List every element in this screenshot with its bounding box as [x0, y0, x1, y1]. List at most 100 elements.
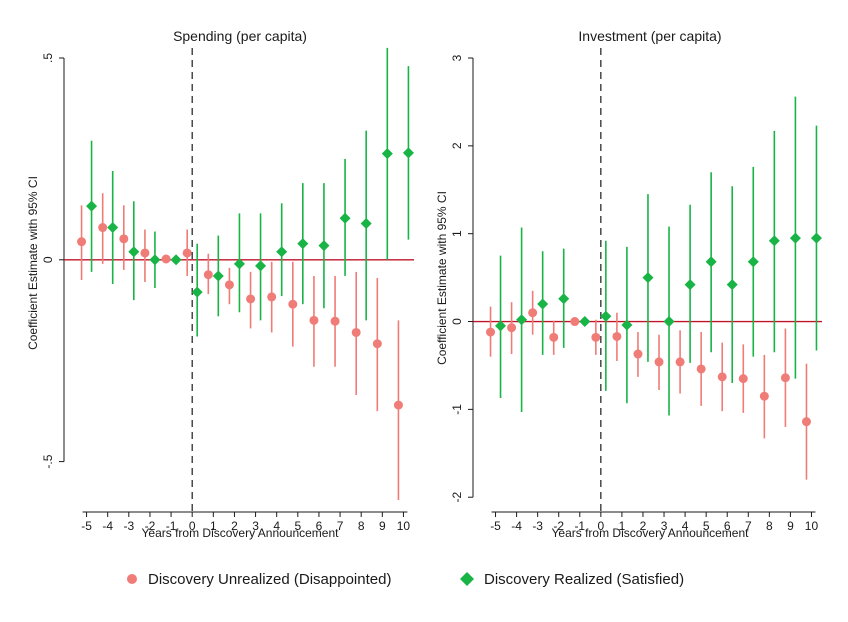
investment-realized-point: [747, 256, 759, 268]
investment-x-tick-label: -1: [574, 519, 585, 533]
spending-x-axis-label: Years from Discovery Announcement: [142, 526, 340, 540]
spending-unrealized-point: [98, 223, 108, 233]
spending-x-tick-label: -5: [81, 519, 92, 533]
investment-realized-point: [705, 256, 717, 268]
investment-y-tick-label: -2: [450, 492, 464, 503]
legend-realized-label: Discovery Realized (Satisfied): [484, 571, 684, 588]
spending-realized-point: [402, 147, 414, 159]
investment-unrealized-point: [507, 323, 517, 333]
spending-x-tick-label: -4: [102, 519, 113, 533]
investment-unrealized-point: [675, 357, 685, 367]
spending-realized-point: [128, 246, 140, 258]
spending-y-tick-label: -.5: [41, 454, 55, 468]
spending-x-tick-label: 0: [189, 519, 196, 533]
spending-y-tick-label: .5: [41, 53, 55, 63]
investment-x-tick-label: 0: [598, 519, 605, 533]
investment-x-tick-label: -3: [532, 519, 543, 533]
investment-y-tick-label: 2: [450, 142, 464, 149]
investment-realized-point: [810, 232, 822, 244]
spending-realized-point: [191, 286, 203, 298]
spending-plot-area: -.50.5-5 -4 -3 -2 -1 0 1 2 3 4 5 6 7 8 9 10: [41, 47, 414, 533]
investment-unrealized-point: [633, 349, 643, 359]
legend-unrealized-label: Discovery Unrealized (Disappointed): [148, 571, 391, 588]
investment-unrealized-point: [738, 374, 748, 384]
investment-unrealized-point: [612, 331, 622, 341]
investment-unrealized-point: [696, 364, 706, 374]
investment-unrealized-point: [717, 372, 727, 382]
investment-x-tick-label: 5: [703, 519, 710, 533]
investment-x-tick-label: 3: [661, 519, 668, 533]
spending-unrealized-point: [372, 339, 382, 349]
spending-x-tick-label: -1: [166, 519, 177, 533]
spending-unrealized-point: [224, 280, 234, 290]
spending-realized-point: [86, 200, 98, 212]
investment-x-tick-label: -2: [553, 519, 564, 533]
spending-x-tick-label: 8: [358, 519, 365, 533]
spending-realized-point: [233, 258, 245, 270]
investment-title: Investment (per capita): [578, 28, 721, 44]
investment-x-tick-label: -5: [490, 519, 501, 533]
investment-panel: Investment (per capita) Coefficient Esti…: [435, 28, 822, 540]
investment-realized-point: [516, 314, 528, 326]
investment-unrealized-point: [570, 317, 580, 327]
legend-unrealized-marker: [127, 574, 137, 584]
spending-realized-point: [297, 238, 309, 250]
spending-realized-point: [212, 270, 224, 282]
spending-x-tick-label: 1: [210, 519, 217, 533]
investment-x-tick-label: 8: [766, 519, 773, 533]
investment-realized-point: [579, 316, 591, 328]
investment-x-tick-label: 2: [640, 519, 647, 533]
spending-realized-point: [255, 260, 267, 272]
spending-x-tick-label: 4: [273, 519, 280, 533]
spending-unrealized-point: [351, 327, 361, 337]
spending-x-tick-label: 10: [397, 519, 411, 533]
spending-realized-point: [360, 217, 372, 229]
spending-unrealized-point: [288, 299, 298, 309]
investment-x-tick-label: 7: [745, 519, 752, 533]
investment-unrealized-point: [549, 332, 559, 342]
investment-x-tick-label: 6: [724, 519, 731, 533]
spending-realized-point: [276, 246, 288, 258]
legend-realized-marker: [460, 572, 474, 586]
investment-unrealized-point: [486, 327, 496, 337]
investment-realized-point: [684, 279, 696, 291]
spending-x-tick-label: 3: [252, 519, 259, 533]
spending-realized-point: [381, 148, 393, 160]
investment-x-tick-label: 9: [787, 519, 794, 533]
spending-realized-point: [170, 254, 182, 266]
spending-unrealized-point: [267, 292, 277, 302]
spending-unrealized-point: [161, 254, 171, 264]
spending-realized-point: [318, 240, 330, 252]
investment-unrealized-point: [528, 308, 538, 318]
spending-unrealized-point: [140, 248, 150, 258]
investment-realized-point: [600, 310, 612, 322]
investment-x-tick-label: -4: [511, 519, 522, 533]
investment-x-tick-label: 1: [619, 519, 626, 533]
investment-realized-point: [558, 293, 570, 305]
spending-title: Spending (per capita): [173, 28, 307, 44]
investment-realized-point: [621, 319, 633, 331]
spending-realized-point: [107, 222, 119, 234]
spending-x-tick-label: -3: [123, 519, 134, 533]
investment-y-axis-label: Coefficient Estimate with 95% CI: [435, 191, 449, 365]
spending-x-tick-label: 6: [316, 519, 323, 533]
spending-unrealized-point: [182, 248, 192, 258]
spending-unrealized-point: [203, 270, 213, 280]
spending-realized-point: [149, 254, 161, 266]
spending-y-axis-label: Coefficient Estimate with 95% CI: [26, 176, 40, 350]
investment-y-tick-label: 3: [450, 54, 464, 61]
spending-realized-point: [339, 212, 351, 224]
spending-x-tick-label: 7: [337, 519, 344, 533]
spending-unrealized-point: [77, 237, 87, 247]
spending-x-tick-label: 9: [379, 519, 386, 533]
spending-x-tick-label: 5: [294, 519, 301, 533]
investment-unrealized-point: [801, 417, 811, 427]
spending-x-tick-label: 2: [231, 519, 238, 533]
investment-y-tick-label: 1: [450, 230, 464, 237]
investment-realized-point: [726, 279, 738, 291]
investment-realized-point: [663, 316, 675, 328]
spending-unrealized-point: [309, 315, 319, 325]
